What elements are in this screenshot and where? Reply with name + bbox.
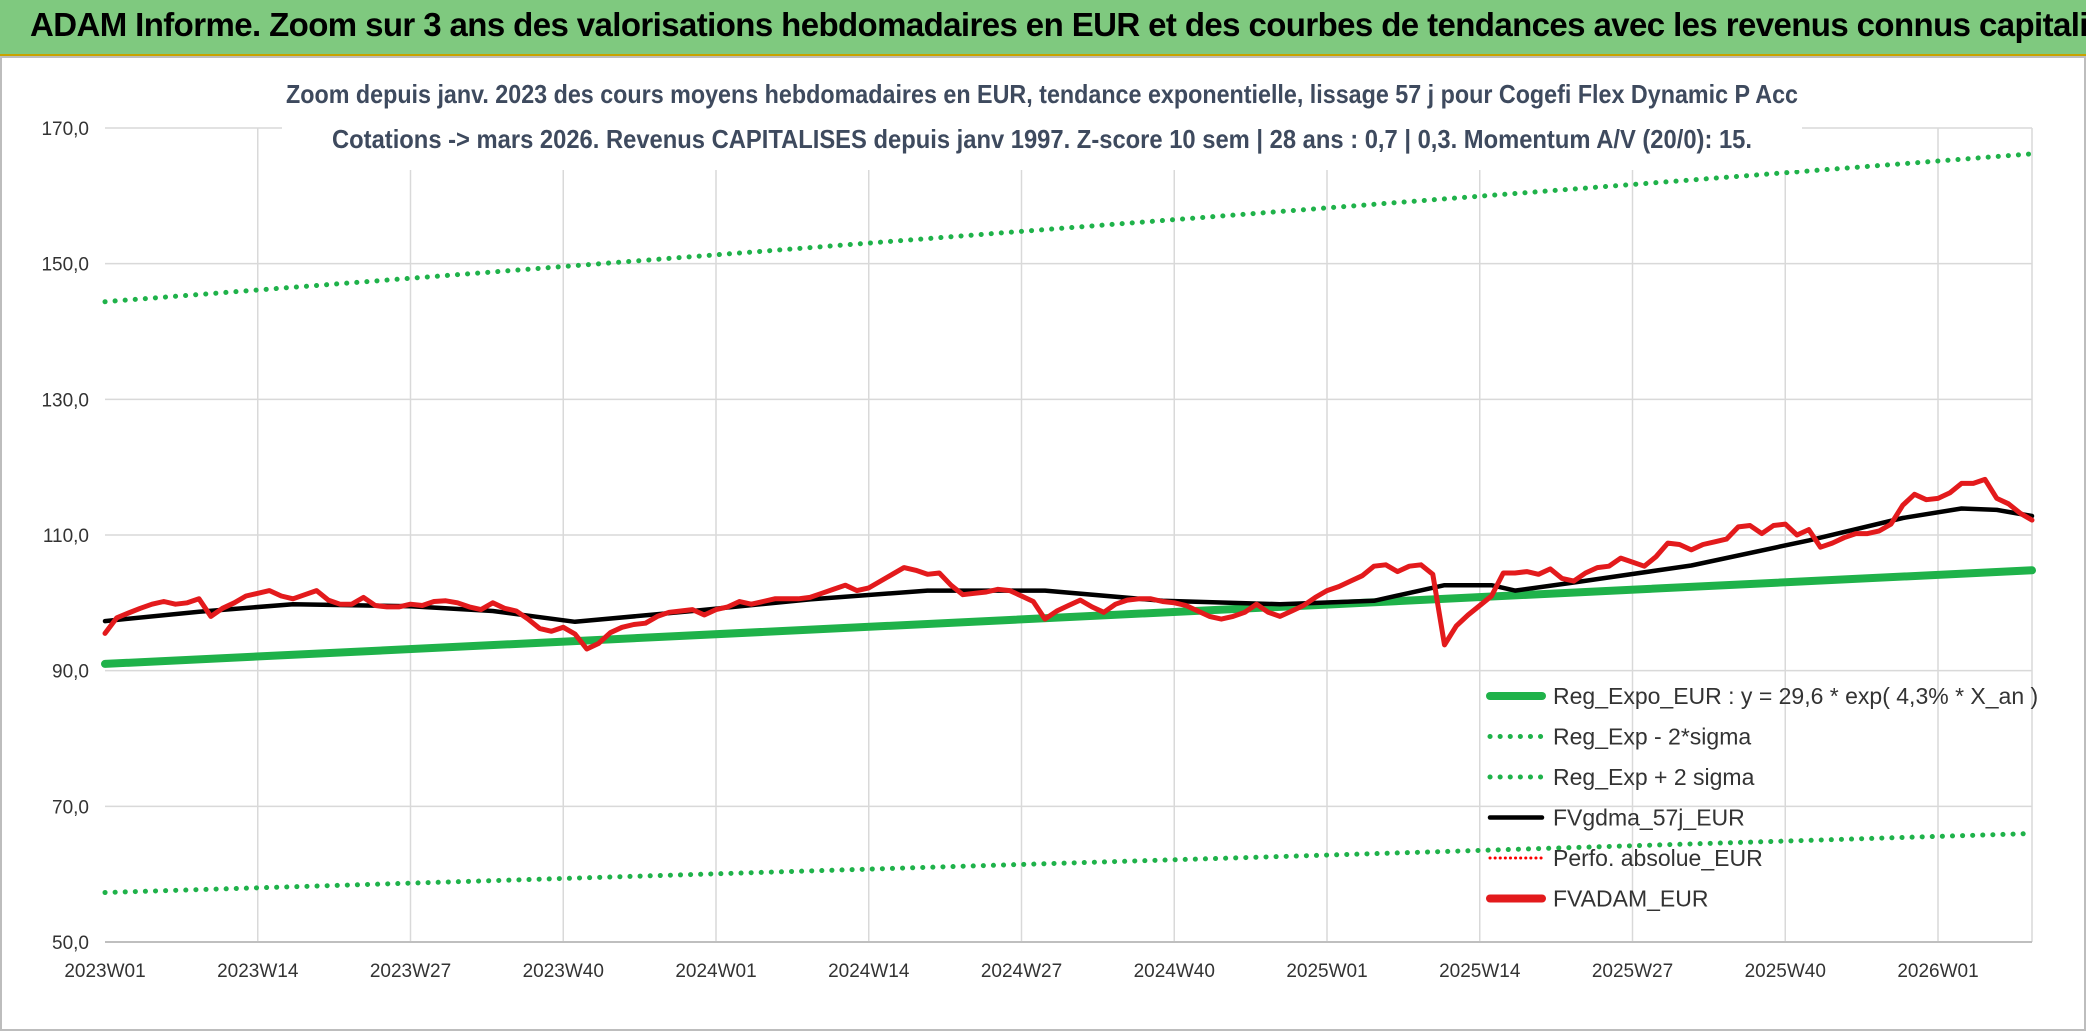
series-lines [101, 151, 2036, 895]
x-tick-label: 2024W01 [675, 961, 756, 982]
y-tick-label: 70,0 [52, 797, 89, 818]
legend-label-6: FVADAM_EUR [1553, 886, 1709, 912]
y-tick-label: 150,0 [41, 255, 89, 276]
chart-titles: Zoom depuis janv. 2023 des cours moyens … [282, 60, 1802, 170]
series-line-2 [102, 831, 2035, 895]
line-chart: 50,0 70,0 90,0 110,0 130,0 150,0 170,0 2023W01 2… [41, 60, 2038, 982]
x-tick-label: 2024W27 [981, 961, 1062, 982]
y-tick-label: 90,0 [52, 662, 89, 683]
x-tick-label: 2025W40 [1745, 961, 1826, 982]
x-tick-label: 2024W40 [1134, 961, 1215, 982]
x-tick-label: 2023W01 [64, 961, 145, 982]
legend-label-2: Reg_Exp - 2*sigma [1553, 724, 1751, 750]
y-tick-label: 130,0 [41, 390, 89, 411]
legend-label-5: Perfo. absolue_EUR [1553, 845, 1763, 871]
report-title: ADAM Informe. Zoom sur 3 ans des valoris… [30, 6, 2086, 43]
legend-label-4: FVgdma_57j_EUR [1553, 805, 1745, 831]
x-tick-label: 2025W01 [1286, 961, 1367, 982]
x-tick-label: 2026W01 [1897, 961, 1978, 982]
series-line-1 [101, 566, 2036, 668]
legend: Reg_Expo_EUR : y = 29,6 * exp( 4,3% * X_… [1486, 683, 2038, 912]
x-tick-label: 2023W40 [523, 961, 604, 982]
chart-title: Zoom depuis janv. 2023 des cours moyens … [286, 79, 1798, 109]
series-line-6 [102, 476, 2035, 652]
chart-frame: 50,0 70,0 90,0 110,0 130,0 150,0 170,0 2023W01 2… [0, 56, 2086, 1031]
report-header: ADAM Informe. Zoom sur 3 ans des valoris… [0, 0, 2086, 56]
chart-subtitle: Cotations -> mars 2026. Revenus CAPITALI… [332, 124, 1752, 154]
y-tick-label: 50,0 [52, 933, 89, 954]
axes: 50,0 70,0 90,0 110,0 130,0 150,0 170,0 2023W01 2… [41, 119, 2032, 982]
x-tick-label: 2024W14 [828, 961, 910, 982]
x-tick-label: 2023W27 [370, 961, 451, 982]
legend-label-3: Reg_Exp + 2 sigma [1553, 764, 1755, 790]
x-tick-label: 2023W14 [217, 961, 299, 982]
x-tick-label: 2025W14 [1439, 961, 1521, 982]
y-tick-label: 170,0 [41, 119, 89, 140]
legend-label-1: Reg_Expo_EUR : y = 29,6 * exp( 4,3% * X_… [1553, 683, 2038, 709]
series-line-3 [102, 151, 2035, 305]
y-tick-label: 110,0 [43, 526, 89, 547]
series-line-4 [102, 506, 2035, 625]
x-tick-label: 2025W27 [1592, 961, 1673, 982]
gridlines [105, 127, 2033, 943]
